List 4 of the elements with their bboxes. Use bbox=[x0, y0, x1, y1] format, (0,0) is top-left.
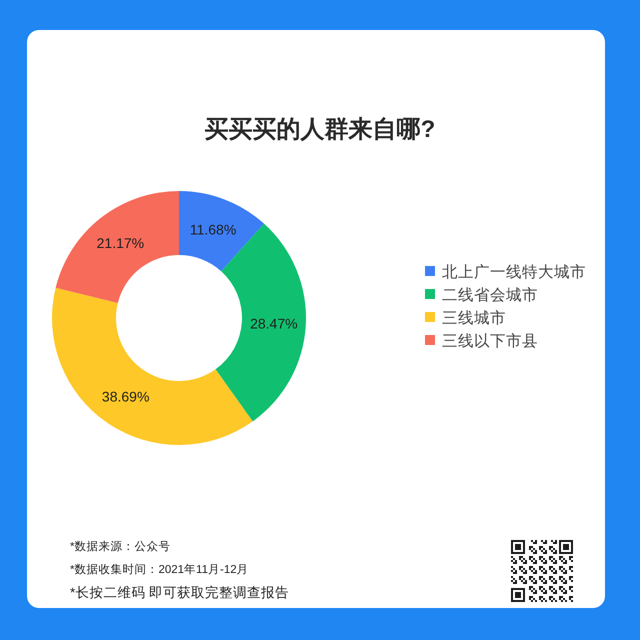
annotation: *长按二维码 即可获取完整调查报告 bbox=[70, 585, 290, 600]
title: 买买买的人群来自哪? bbox=[204, 116, 436, 143]
annotation: *数据来源：公众号 bbox=[70, 541, 170, 553]
annotation: *数据收集时间：2021年11月-12月 bbox=[70, 564, 249, 576]
